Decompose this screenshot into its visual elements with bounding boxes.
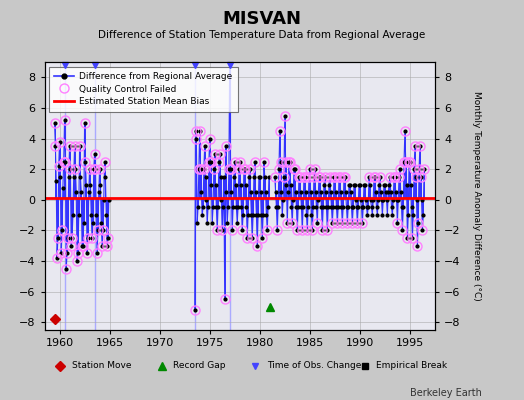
- Text: Time of Obs. Change: Time of Obs. Change: [267, 362, 362, 370]
- Text: Difference of Station Temperature Data from Regional Average: Difference of Station Temperature Data f…: [99, 30, 425, 40]
- Text: Station Move: Station Move: [72, 362, 132, 370]
- Legend: Difference from Regional Average, Quality Control Failed, Estimated Station Mean: Difference from Regional Average, Qualit…: [49, 66, 237, 112]
- Text: Empirical Break: Empirical Break: [376, 362, 447, 370]
- Text: Record Gap: Record Gap: [173, 362, 226, 370]
- Text: MISVAN: MISVAN: [223, 10, 301, 28]
- Text: Berkeley Earth: Berkeley Earth: [410, 388, 482, 398]
- Y-axis label: Monthly Temperature Anomaly Difference (°C): Monthly Temperature Anomaly Difference (…: [472, 91, 481, 301]
